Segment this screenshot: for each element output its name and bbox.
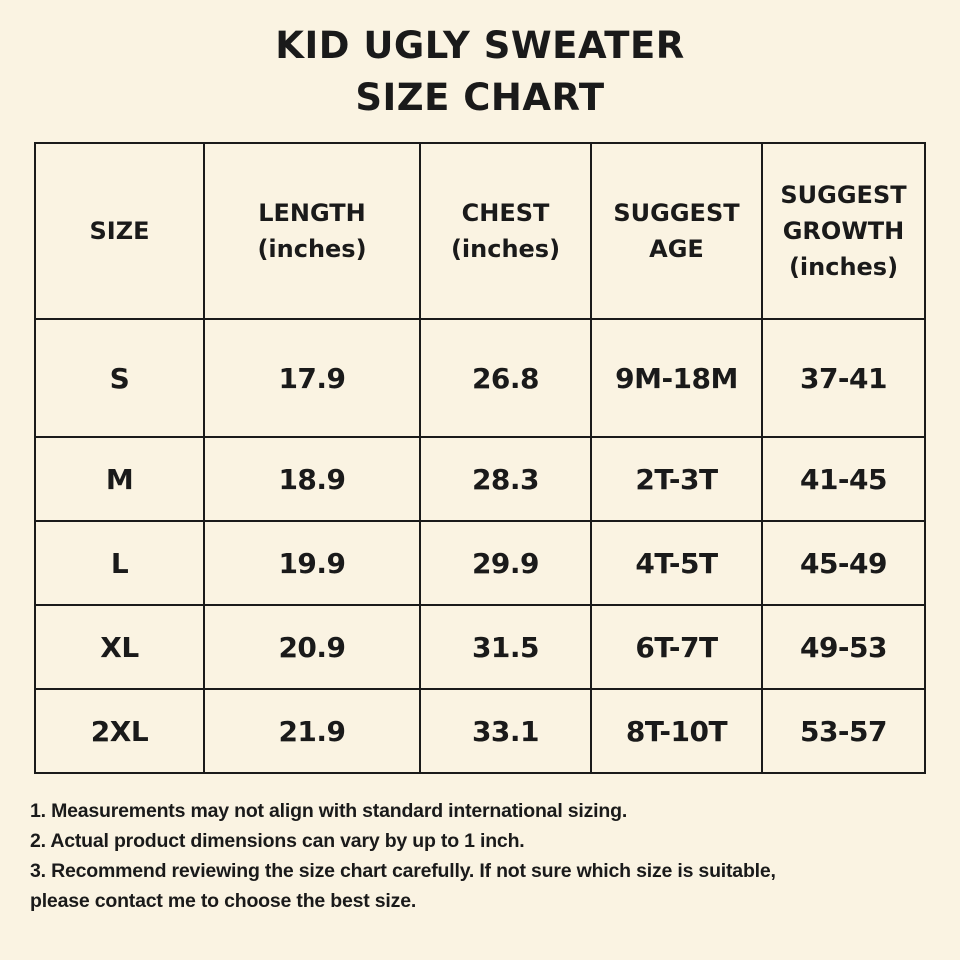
cell-suggest-age: 9M-18M (590, 318, 763, 438)
size-row-m: M 18.9 28.3 2T-3T 41-45 (34, 436, 926, 522)
size-row-l: L 19.9 29.9 4T-5T 45-49 (34, 520, 926, 606)
header-row: SIZE LENGTH (inches) CHEST (inches) SUGG… (34, 142, 926, 320)
cell-chest: 29.9 (419, 520, 592, 606)
column-header-length: LENGTH (inches) (203, 142, 421, 320)
column-header-suggest-growth: SUGGEST GROWTH (inches) (761, 142, 926, 320)
size-chart-table: SIZE LENGTH (inches) CHEST (inches) SUGG… (34, 142, 926, 774)
cell-suggest-age: 2T-3T (590, 436, 763, 522)
cell-size: 2XL (34, 688, 205, 774)
cell-suggest-growth: 49-53 (761, 604, 926, 690)
size-row-s: S 17.9 26.8 9M-18M 37-41 (34, 318, 926, 438)
cell-length: 19.9 (203, 520, 421, 606)
size-row-2xl: 2XL 21.9 33.1 8T-10T 53-57 (34, 688, 926, 774)
cell-length: 18.9 (203, 436, 421, 522)
cell-suggest-age: 8T-10T (590, 688, 763, 774)
cell-chest: 31.5 (419, 604, 592, 690)
cell-length: 21.9 (203, 688, 421, 774)
cell-suggest-age: 6T-7T (590, 604, 763, 690)
cell-size: M (34, 436, 205, 522)
column-header-size: SIZE (34, 142, 205, 320)
column-header-chest: CHEST (inches) (419, 142, 592, 320)
note-3: 3. Recommend reviewing the size chart ca… (30, 860, 776, 912)
cell-suggest-growth: 45-49 (761, 520, 926, 606)
cell-size: L (34, 520, 205, 606)
size-row-xl: XL 20.9 31.5 6T-7T 49-53 (34, 604, 926, 690)
cell-size: XL (34, 604, 205, 690)
page-title-line2: SIZE CHART (355, 76, 605, 119)
cell-suggest-growth: 41-45 (761, 436, 926, 522)
cell-length: 17.9 (203, 318, 421, 438)
cell-size: S (34, 318, 205, 438)
page-title-line1: KID UGLY SWEATER (275, 24, 685, 67)
cell-suggest-growth: 53-57 (761, 688, 926, 774)
note-2: 2. Actual product dimensions can vary by… (30, 830, 525, 852)
cell-suggest-growth: 37-41 (761, 318, 926, 438)
title-block: KID UGLY SWEATER SIZE CHART (0, 0, 960, 124)
column-header-suggest-age: SUGGEST AGE (590, 142, 763, 320)
footnotes: 1. Measurements may not align with stand… (30, 796, 954, 916)
cell-chest: 26.8 (419, 318, 592, 438)
cell-length: 20.9 (203, 604, 421, 690)
cell-chest: 33.1 (419, 688, 592, 774)
cell-chest: 28.3 (419, 436, 592, 522)
note-1: 1. Measurements may not align with stand… (30, 800, 628, 822)
cell-suggest-age: 4T-5T (590, 520, 763, 606)
